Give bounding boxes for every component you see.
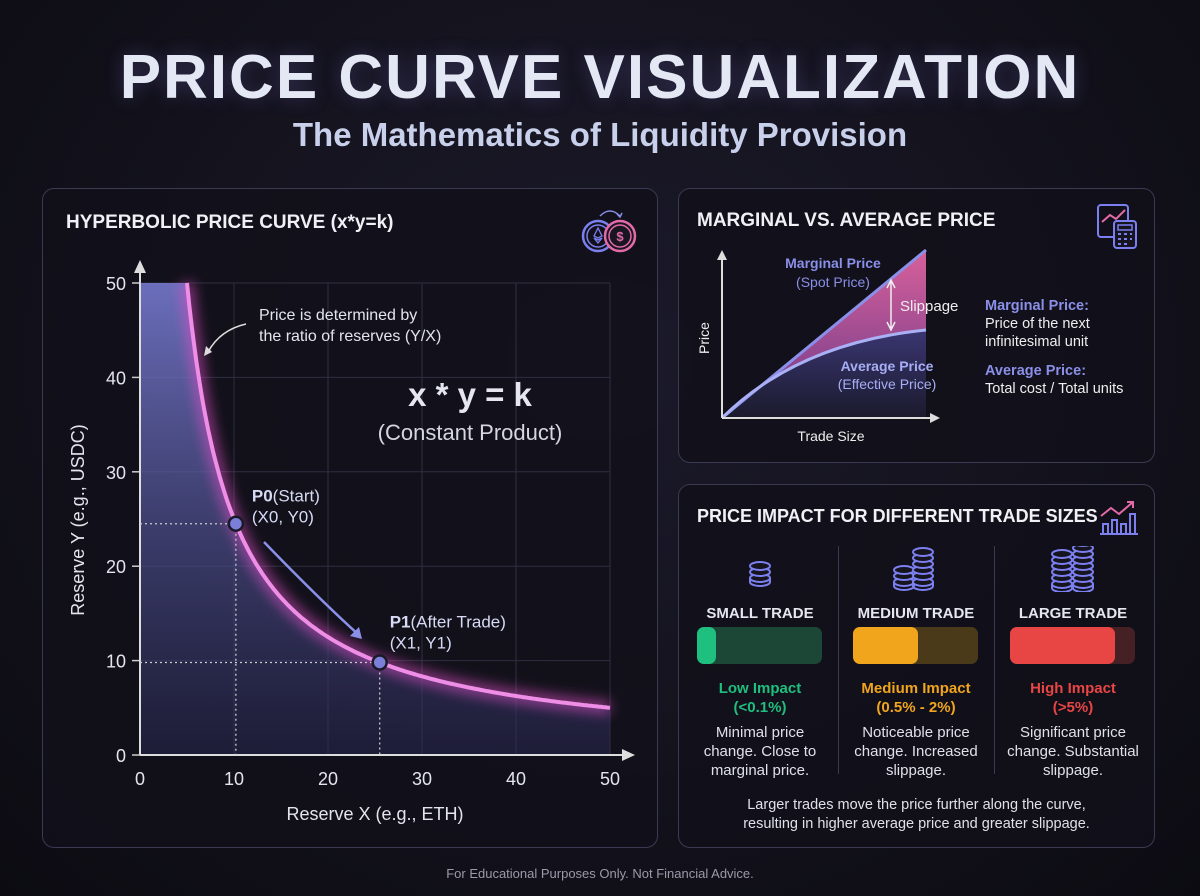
disclaimer: For Educational Purposes Only. Not Finan… bbox=[446, 866, 754, 881]
x-tick-label: 20 bbox=[318, 769, 338, 789]
trade-size-label: SMALL TRADE bbox=[706, 605, 814, 622]
page-subtitle: The Mathematics of Liquidity Provision bbox=[292, 116, 908, 153]
trade-size-label: MEDIUM TRADE bbox=[857, 605, 975, 622]
impact-desc-1: Noticeable price bbox=[862, 724, 970, 741]
point-guide-lines bbox=[140, 523, 237, 755]
average-price-label: Average Price bbox=[841, 358, 934, 374]
coin-stack-icon bbox=[893, 547, 934, 591]
average-term: Average Price: bbox=[985, 363, 1087, 379]
y-axis-arrow bbox=[134, 260, 146, 273]
marginal-price-label: Marginal Price bbox=[785, 255, 881, 271]
impact-desc-2: change. Substantial bbox=[1007, 743, 1139, 760]
growth-chart-icon bbox=[1100, 501, 1138, 535]
coin-stack-icon bbox=[1051, 537, 1094, 593]
trade-column-small: SMALL TRADE Low Impact (<0.1%) Minimal p… bbox=[685, 546, 835, 780]
impact-bar bbox=[853, 627, 978, 664]
point-p0 bbox=[227, 515, 245, 532]
impact-desc-2: change. Increased bbox=[854, 743, 978, 760]
price-impact-title: PRICE IMPACT FOR DIFFERENT TRADE SIZES bbox=[697, 506, 1098, 526]
trade-column-large: LARGE TRADE High Impact (>5%) Significan… bbox=[998, 537, 1148, 780]
impact-summary: Larger trades move the price further alo… bbox=[678, 796, 1155, 834]
impact-desc-2: change. Close to bbox=[703, 743, 817, 760]
impact-level: Low Impact bbox=[718, 680, 802, 697]
impact-bar-fill bbox=[853, 627, 918, 664]
hyperbolic-price-chart: 0 10 20 30 40 50 0 10 20 30 40 50 P0(Start) (X0, Y0) P… bbox=[68, 260, 635, 824]
formula-subtitle: (Constant Product) bbox=[378, 420, 563, 445]
slippage-arrow bbox=[886, 278, 896, 332]
impact-bar bbox=[697, 627, 822, 664]
average-price-line bbox=[720, 328, 927, 420]
x-tick-label: 50 bbox=[600, 769, 620, 789]
impact-range: (0.5% - 2%) bbox=[876, 699, 956, 716]
slippage-label: Slippage bbox=[900, 298, 958, 315]
effective-price-label: (Effective Price) bbox=[838, 376, 937, 392]
annotation-line-1: Price is determined by bbox=[259, 307, 417, 324]
page-title: PRICE CURVE VISUALIZATION bbox=[119, 43, 1081, 112]
y-tick-label: 20 bbox=[106, 557, 126, 577]
y-tick-label: 10 bbox=[106, 652, 126, 672]
price-label: Price bbox=[696, 322, 712, 354]
y-tick-label: 30 bbox=[106, 463, 126, 483]
summary-line-1: Larger trades move the price further alo… bbox=[747, 797, 1086, 813]
impact-range: (>5%) bbox=[1052, 699, 1094, 716]
impact-range: (<0.1%) bbox=[733, 699, 787, 716]
point-guide-lines bbox=[140, 661, 381, 755]
marginal-def-2: infinitesimal unit bbox=[985, 334, 1089, 350]
y-tick-label: 0 bbox=[116, 746, 126, 766]
spot-price-label: (Spot Price) bbox=[796, 274, 870, 290]
hyperbolic-curve-line bbox=[185, 282, 611, 710]
annotation-arrow bbox=[207, 323, 247, 353]
coin-stack-icon bbox=[749, 561, 771, 587]
impact-desc-3: marginal price. bbox=[710, 762, 810, 779]
impact-level: High Impact bbox=[1030, 680, 1116, 697]
average-area bbox=[722, 330, 926, 418]
y-axis-label: Reserve Y (e.g., USDC) bbox=[68, 424, 88, 615]
column-divider bbox=[994, 546, 995, 774]
formula: x * y = k bbox=[408, 376, 532, 413]
impact-bar bbox=[1010, 627, 1135, 664]
trade-size-label: Trade Size bbox=[797, 428, 864, 444]
eth-usdc-swap-icon: $ bbox=[581, 210, 637, 253]
marginal-def-1: Price of the next bbox=[985, 316, 1090, 332]
trade-column-medium: MEDIUM TRADE Medium Impact (0.5% - 2%) N… bbox=[841, 546, 991, 780]
impact-bar-fill bbox=[697, 627, 716, 664]
point-label: P1(After Trade) bbox=[390, 612, 506, 631]
annotation-line-2: the ratio of reserves (Y/X) bbox=[259, 328, 441, 345]
curve-area-fill bbox=[140, 283, 610, 755]
svg-text:$: $ bbox=[616, 229, 624, 244]
point-coords: (X0, Y0) bbox=[252, 508, 314, 527]
point-coords: (X1, Y1) bbox=[390, 633, 452, 652]
marginal-average-title: MARGINAL VS. AVERAGE PRICE bbox=[697, 210, 996, 231]
x-axis-label: Reserve X (e.g., ETH) bbox=[286, 804, 463, 824]
marginal-average-chart: Slippage Marginal Price (Spot Price) Ave… bbox=[696, 248, 958, 444]
x-axis-arrow bbox=[622, 749, 635, 761]
definitions: Marginal Price: Price of the next infini… bbox=[985, 297, 1123, 398]
point-label: P0(Start) bbox=[252, 487, 320, 506]
y-tick-label: 40 bbox=[106, 368, 126, 388]
x-tick-label: 30 bbox=[412, 769, 432, 789]
impact-level: Medium Impact bbox=[861, 680, 971, 697]
impact-desc-3: slippage. bbox=[1042, 762, 1104, 779]
impact-desc-1: Significant price bbox=[1020, 724, 1126, 741]
x-tick-label: 40 bbox=[506, 769, 526, 789]
average-def: Total cost / Total units bbox=[985, 381, 1124, 397]
trade-direction-arrow bbox=[263, 541, 361, 637]
impact-desc-1: Minimal price bbox=[715, 724, 805, 741]
x-tick-label: 10 bbox=[224, 769, 244, 789]
marginal-term: Marginal Price: bbox=[985, 298, 1089, 314]
column-divider bbox=[838, 546, 839, 774]
hyperbolic-curve-title: HYPERBOLIC PRICE CURVE (x*y=k) bbox=[66, 212, 394, 233]
summary-line-2: resulting in higher average price and gr… bbox=[743, 816, 1090, 832]
impact-bar-fill bbox=[1010, 627, 1115, 664]
price-impact-panel bbox=[678, 484, 1155, 848]
y-tick-label: 50 bbox=[106, 274, 126, 294]
chart-calculator-icon bbox=[1097, 204, 1137, 249]
impact-desc-3: slippage. bbox=[885, 762, 947, 779]
point-p1 bbox=[371, 654, 388, 671]
trade-size-label: LARGE TRADE bbox=[1018, 605, 1128, 622]
x-tick-label: 0 bbox=[135, 769, 145, 789]
